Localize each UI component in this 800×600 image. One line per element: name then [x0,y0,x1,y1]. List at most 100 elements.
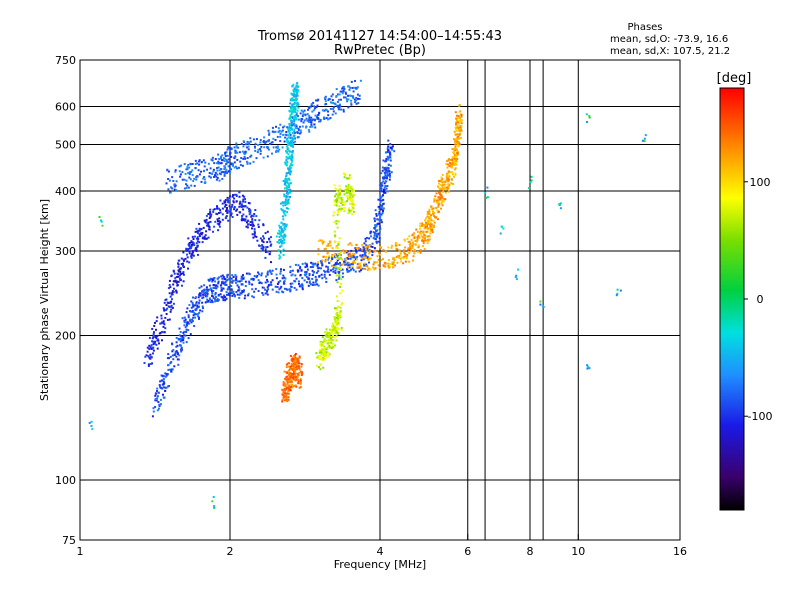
echo-point [284,179,287,182]
echo-point [176,351,179,354]
echo-point [348,210,351,213]
echo-point [353,98,356,101]
echo-point [231,216,234,218]
echo-point [438,203,441,206]
echo-point [292,372,295,375]
echo-point [334,263,337,266]
echo-point [379,195,382,198]
echo-point [322,255,325,258]
echo-point [263,237,265,240]
echo-point [252,138,255,141]
echo-point [353,261,356,264]
echo-point [231,205,233,208]
echo-point [382,202,385,205]
echo-point [289,171,292,174]
echo-point [219,293,222,296]
echo-point [191,174,194,177]
echo-point [278,288,281,291]
echo-point [381,176,384,179]
echo-point [269,244,272,247]
echo-point [416,251,419,254]
echo-point [349,86,352,89]
echo-point [327,97,330,100]
echo-point [196,237,199,240]
echo-point [195,242,198,245]
echo-point [330,336,333,338]
echo-point [347,189,350,192]
echo-point [384,185,387,188]
echo-point [326,251,329,254]
echo-point [165,374,168,377]
echo-point [435,199,438,202]
echo-point [194,308,197,311]
echo-point [171,342,173,345]
echo-point [307,120,310,123]
echo-point [239,164,242,166]
echo-point [190,184,193,187]
echo-point [229,278,231,281]
echo-point [343,88,346,90]
echo-point [424,219,426,222]
echo-point [225,151,228,154]
echo-point [251,283,254,286]
echo-point [450,171,453,174]
echo-point [447,175,450,178]
colorbar-tick-label: 0 [757,293,764,306]
echo-point [320,348,323,351]
echo-point [337,243,340,246]
echo-point [353,210,355,213]
echo-point [184,321,187,324]
echo-point [223,165,226,168]
echo-point [170,300,173,303]
echo-point [319,120,322,123]
echo-point [439,198,442,201]
echo-point [291,106,294,109]
echo-point [440,194,443,197]
echo-point [352,96,354,98]
echo-point [212,208,215,211]
echo-point [160,314,163,317]
echo-point [206,168,208,171]
echo-point [292,377,295,380]
echo-point [266,289,269,292]
echo-point [207,162,210,165]
echo-point [174,169,177,172]
echo-point [319,340,322,343]
echo-point [453,147,456,150]
echo-point [338,271,341,273]
echo-point [456,149,459,152]
echo-point [283,210,286,213]
echo-point [454,111,457,114]
echo-point [340,326,343,329]
echo-point [378,228,381,231]
echo-point [280,207,283,210]
echo-point [162,396,165,399]
echo-point [378,267,381,269]
echo-point [286,362,289,365]
echo-point [423,248,426,250]
echo-point [282,215,284,218]
echo-point [423,227,426,230]
echo-point [387,265,390,267]
echo-point [403,239,406,242]
echo-point [191,301,194,304]
echo-point [171,187,174,190]
echo-point [383,261,386,264]
echo-point [615,294,618,297]
echo-point [289,173,292,176]
echo-point [212,230,214,233]
echo-point [290,376,293,379]
echo-point [359,265,362,267]
echo-point [209,216,212,218]
echo-point [333,264,336,267]
echo-point [307,284,310,287]
echo-point [619,289,622,292]
echo-point [352,90,355,93]
echo-point [254,149,257,152]
echo-point [347,255,350,258]
echo-point [209,208,212,211]
echo-point [293,137,296,140]
echo-point [335,339,338,342]
echo-point [184,326,187,329]
